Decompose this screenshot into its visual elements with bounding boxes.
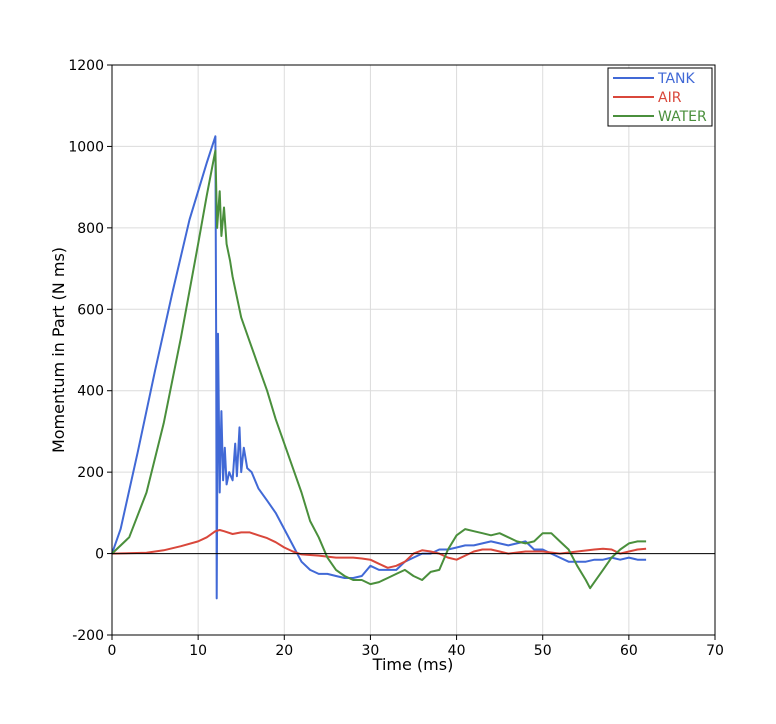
y-tick-label: 1200: [68, 58, 104, 74]
x-tick-label: 40: [448, 643, 466, 659]
legend-label: AIR: [658, 90, 682, 106]
x-tick-label: 50: [534, 643, 552, 659]
y-tick-label: 1000: [68, 139, 104, 155]
x-tick-label: 20: [275, 643, 293, 659]
y-tick-label: 400: [77, 384, 104, 400]
series-line-water: [111, 149, 647, 590]
x-tick-label: 10: [189, 643, 207, 659]
series-lines: [111, 135, 647, 600]
plot-frame: [111, 64, 716, 636]
y-tick-label: 800: [77, 221, 104, 237]
series-line-tank: [111, 135, 647, 600]
y-tick-label: -200: [72, 628, 104, 644]
y-tick-label: 600: [77, 302, 104, 318]
grid: [111, 64, 716, 636]
x-tick-label: 60: [620, 643, 638, 659]
y-tick-label: 0: [95, 547, 104, 563]
x-tick-label: 70: [706, 643, 724, 659]
x-axis-label: Time (ms): [372, 655, 454, 674]
series-line-air: [111, 529, 647, 569]
legend-label: WATER: [658, 109, 707, 125]
x-tick-label: 30: [362, 643, 380, 659]
y-tick-label: 200: [77, 465, 104, 481]
y-axis-label: Momentum in Part (N ms): [49, 247, 68, 453]
legend: TANK AIR WATER: [607, 67, 713, 127]
x-tick-label: 0: [108, 643, 117, 659]
legend-label: TANK: [657, 71, 696, 87]
